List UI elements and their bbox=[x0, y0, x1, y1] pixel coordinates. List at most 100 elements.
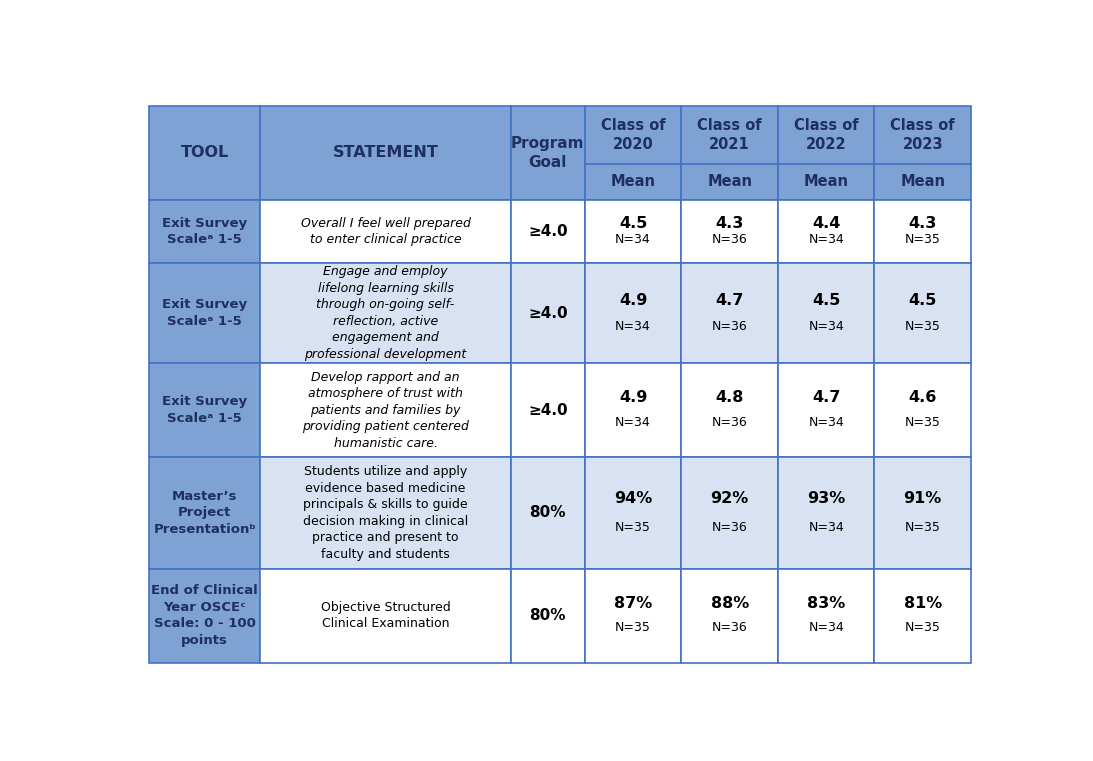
Bar bbox=[681, 569, 778, 663]
Text: ≥4.0: ≥4.0 bbox=[528, 403, 567, 418]
Text: ≥4.0: ≥4.0 bbox=[528, 306, 567, 320]
Bar bbox=[260, 569, 510, 663]
Text: 83%: 83% bbox=[807, 596, 845, 611]
Text: Class of
2023: Class of 2023 bbox=[891, 118, 955, 152]
Bar bbox=[585, 363, 681, 457]
Text: N=35: N=35 bbox=[905, 622, 941, 635]
Bar bbox=[874, 263, 971, 363]
Text: ≥4.0: ≥4.0 bbox=[528, 224, 567, 239]
Bar bbox=[260, 263, 510, 363]
Text: 4.3: 4.3 bbox=[716, 216, 744, 231]
Bar bbox=[778, 363, 874, 457]
Text: N=36: N=36 bbox=[712, 521, 748, 534]
Bar bbox=[681, 164, 778, 199]
Text: 94%: 94% bbox=[614, 491, 653, 506]
Text: 93%: 93% bbox=[807, 491, 845, 506]
Text: N=34: N=34 bbox=[809, 521, 844, 534]
Text: Develop rapport and an
atmosphere of trust with
patients and families by
providi: Develop rapport and an atmosphere of tru… bbox=[302, 371, 469, 450]
Bar bbox=[681, 106, 778, 164]
Bar bbox=[778, 263, 874, 363]
Bar bbox=[681, 199, 778, 263]
Text: 4.9: 4.9 bbox=[619, 390, 647, 406]
Bar bbox=[260, 457, 510, 569]
Text: 4.3: 4.3 bbox=[908, 216, 937, 231]
Bar bbox=[585, 263, 681, 363]
Bar bbox=[150, 569, 260, 663]
Bar bbox=[778, 164, 874, 199]
Text: Mean: Mean bbox=[611, 174, 656, 189]
Bar bbox=[150, 363, 260, 457]
Text: Mean: Mean bbox=[901, 174, 945, 189]
Bar bbox=[778, 199, 874, 263]
Text: 4.5: 4.5 bbox=[908, 293, 937, 307]
Bar bbox=[150, 457, 260, 569]
Bar bbox=[874, 106, 971, 164]
Bar bbox=[510, 457, 585, 569]
Text: N=34: N=34 bbox=[809, 320, 844, 333]
Bar bbox=[260, 199, 510, 263]
Text: N=35: N=35 bbox=[905, 234, 941, 247]
Text: N=36: N=36 bbox=[712, 234, 748, 247]
Text: 4.5: 4.5 bbox=[619, 216, 647, 231]
Text: N=35: N=35 bbox=[615, 521, 651, 534]
Text: 4.9: 4.9 bbox=[619, 293, 647, 307]
Bar bbox=[260, 363, 510, 457]
Bar bbox=[510, 106, 585, 199]
Text: 92%: 92% bbox=[710, 491, 749, 506]
Bar bbox=[874, 164, 971, 199]
Text: 80%: 80% bbox=[530, 505, 566, 521]
Bar bbox=[778, 569, 874, 663]
Text: Exit Survey
Scaleᵃ 1-5: Exit Survey Scaleᵃ 1-5 bbox=[162, 395, 247, 425]
Text: 4.6: 4.6 bbox=[908, 390, 937, 406]
Bar bbox=[510, 363, 585, 457]
Text: 91%: 91% bbox=[904, 491, 942, 506]
Text: N=34: N=34 bbox=[809, 622, 844, 635]
Text: Class of
2022: Class of 2022 bbox=[794, 118, 858, 152]
Text: N=34: N=34 bbox=[809, 234, 844, 247]
Bar bbox=[585, 106, 681, 164]
Bar bbox=[681, 263, 778, 363]
Text: STATEMENT: STATEMENT bbox=[332, 145, 438, 161]
Text: 88%: 88% bbox=[710, 596, 749, 611]
Text: End of Clinical
Year OSCEᶜ
Scale: 0 - 100
points: End of Clinical Year OSCEᶜ Scale: 0 - 10… bbox=[152, 584, 258, 647]
Text: 87%: 87% bbox=[614, 596, 653, 611]
Text: 81%: 81% bbox=[904, 596, 942, 611]
Text: 80%: 80% bbox=[530, 608, 566, 623]
Text: 4.5: 4.5 bbox=[812, 293, 841, 307]
Bar bbox=[778, 106, 874, 164]
Bar bbox=[681, 457, 778, 569]
Text: Mean: Mean bbox=[803, 174, 848, 189]
Bar bbox=[585, 569, 681, 663]
Text: 4.7: 4.7 bbox=[716, 293, 744, 307]
Text: Exit Survey
Scaleᵃ 1-5: Exit Survey Scaleᵃ 1-5 bbox=[162, 217, 247, 247]
Text: N=34: N=34 bbox=[615, 320, 651, 333]
Text: 4.4: 4.4 bbox=[812, 216, 841, 231]
Text: Program
Goal: Program Goal bbox=[512, 135, 585, 170]
Text: N=35: N=35 bbox=[905, 521, 941, 534]
Text: Class of
2020: Class of 2020 bbox=[601, 118, 666, 152]
Text: N=36: N=36 bbox=[712, 416, 748, 428]
Text: Engage and employ
lifelong learning skills
through on-going self-
reflection, ac: Engage and employ lifelong learning skil… bbox=[305, 266, 467, 361]
Bar bbox=[510, 199, 585, 263]
Bar bbox=[260, 106, 510, 199]
Bar bbox=[510, 569, 585, 663]
Bar bbox=[585, 199, 681, 263]
Text: N=36: N=36 bbox=[712, 320, 748, 333]
Bar bbox=[150, 199, 260, 263]
Bar bbox=[874, 569, 971, 663]
Text: Students utilize and apply
evidence based medicine
principals & skills to guide
: Students utilize and apply evidence base… bbox=[303, 465, 468, 561]
Text: 4.7: 4.7 bbox=[812, 390, 841, 406]
Text: Exit Survey
Scaleᵃ 1-5: Exit Survey Scaleᵃ 1-5 bbox=[162, 298, 247, 328]
Text: N=35: N=35 bbox=[905, 416, 941, 428]
Bar bbox=[585, 457, 681, 569]
Text: N=35: N=35 bbox=[905, 320, 941, 333]
Text: N=34: N=34 bbox=[809, 416, 844, 428]
Text: 4.8: 4.8 bbox=[716, 390, 744, 406]
Text: Mean: Mean bbox=[707, 174, 752, 189]
Text: Master’s
Project
Presentationᵇ: Master’s Project Presentationᵇ bbox=[153, 490, 256, 536]
Text: N=35: N=35 bbox=[615, 622, 651, 635]
Text: Objective Structured
Clinical Examination: Objective Structured Clinical Examinatio… bbox=[320, 601, 450, 631]
Bar bbox=[150, 263, 260, 363]
Bar bbox=[585, 164, 681, 199]
Text: N=34: N=34 bbox=[615, 234, 651, 247]
